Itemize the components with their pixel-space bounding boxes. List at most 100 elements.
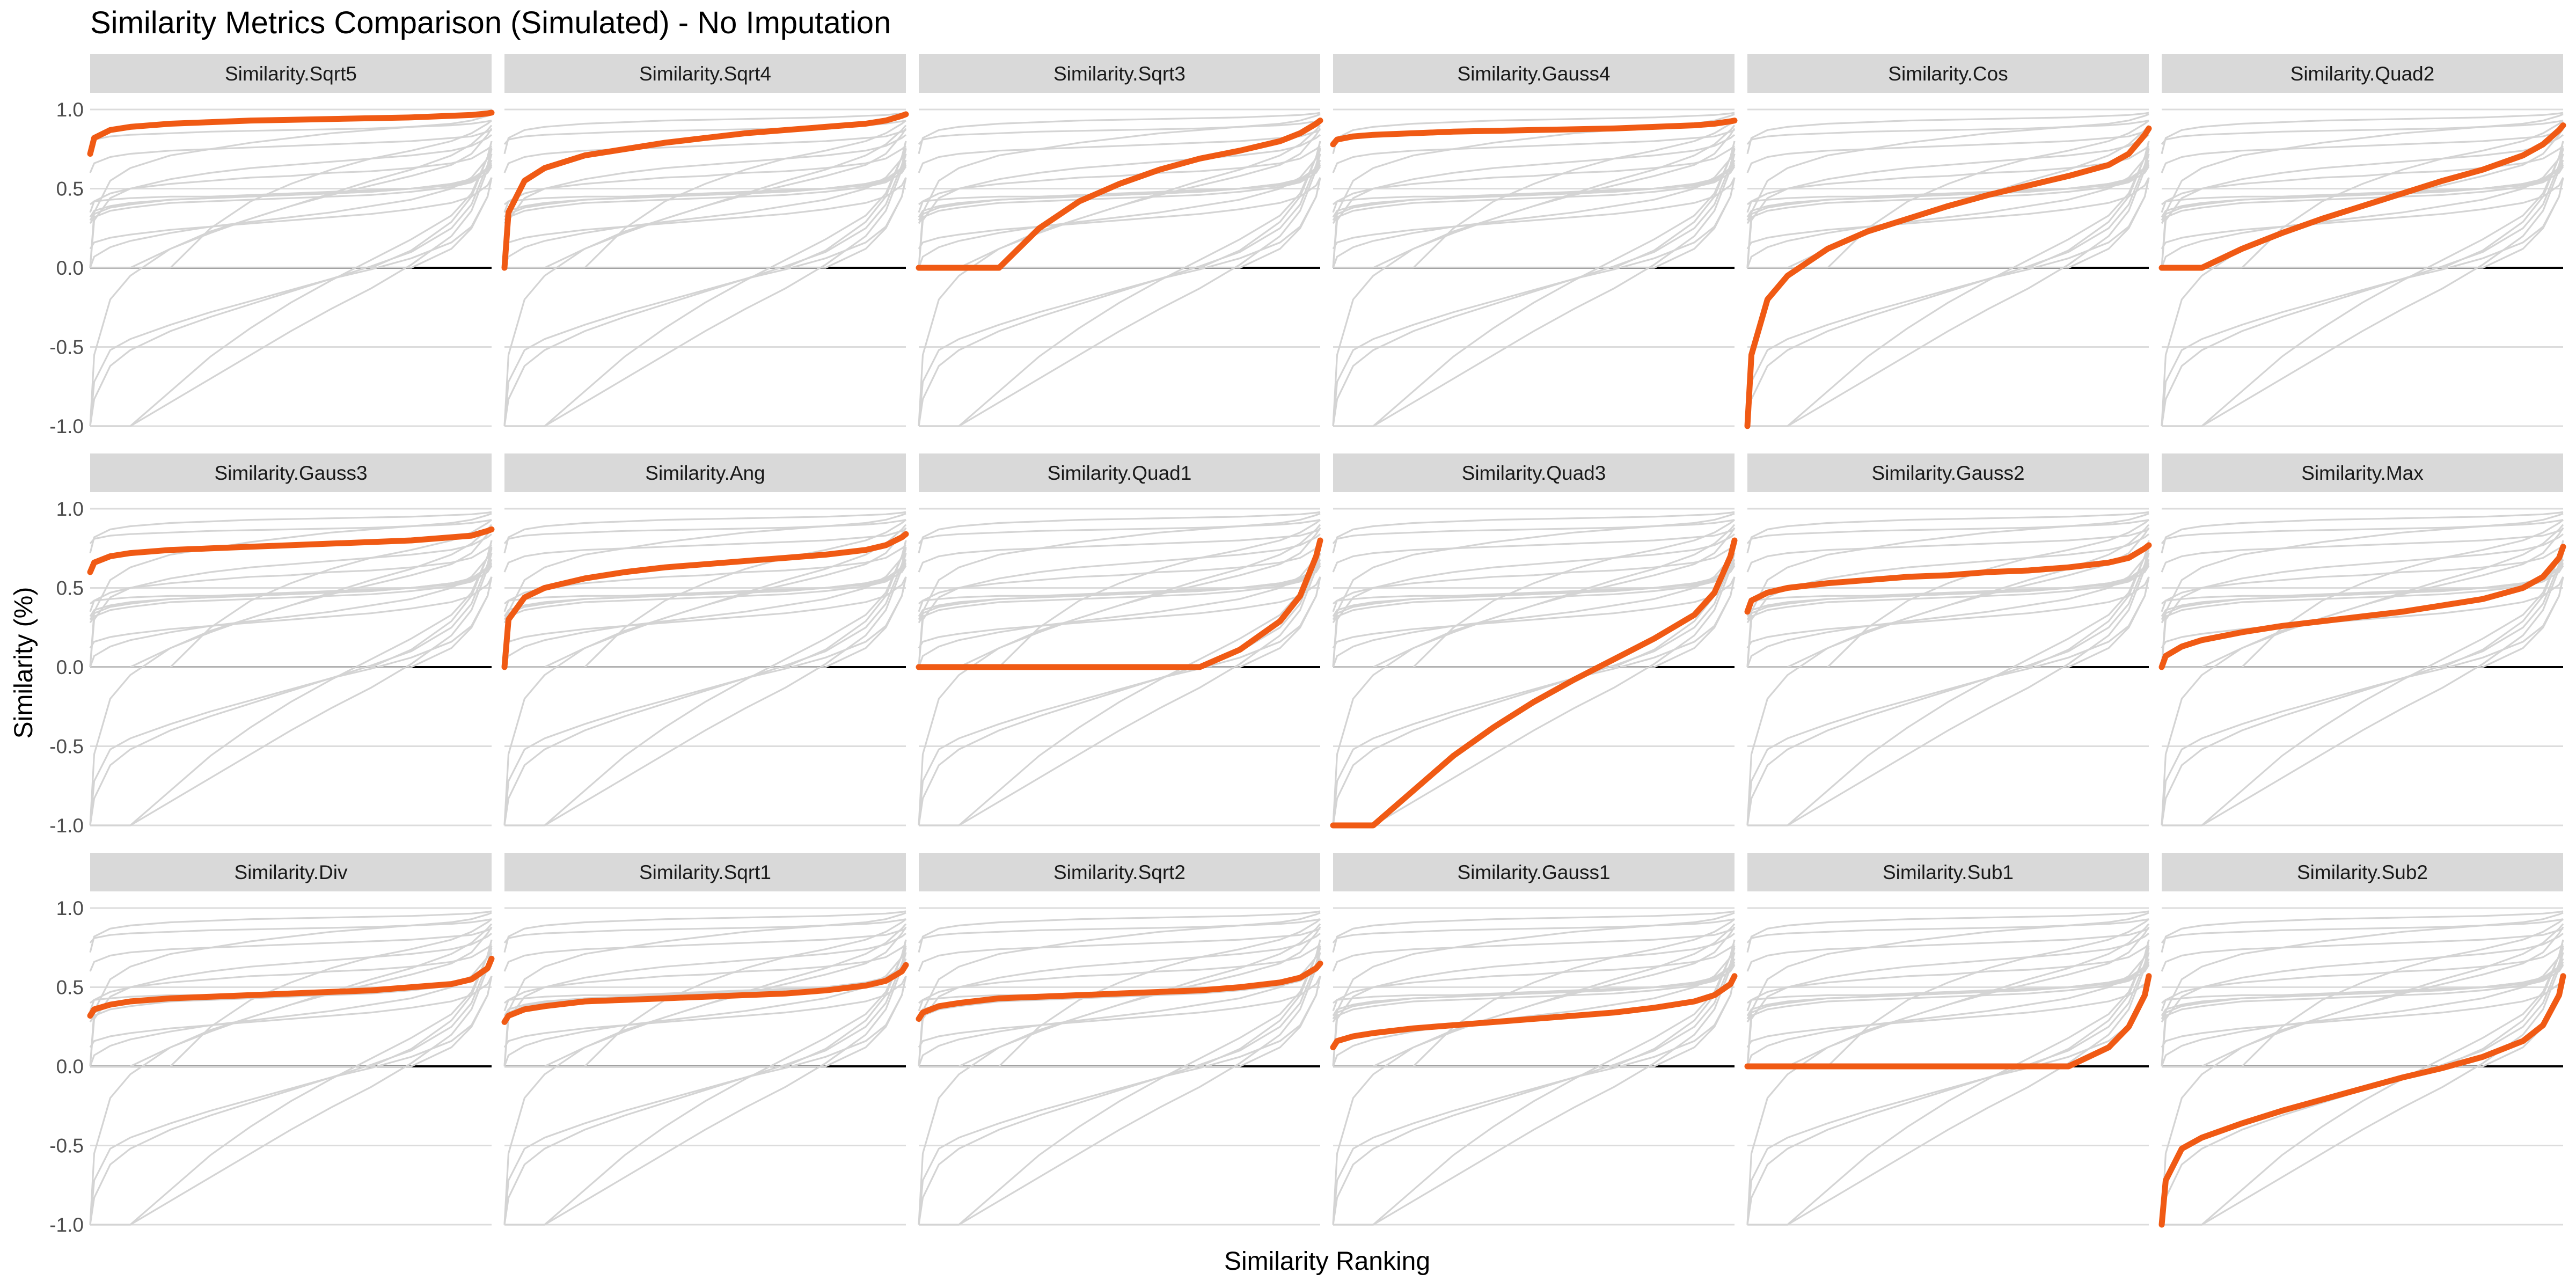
background-series-line	[503, 129, 906, 173]
background-series-line	[2162, 153, 2564, 427]
background-series-line	[918, 528, 1321, 573]
background-series-line	[1746, 120, 2149, 145]
background-series-line	[2161, 513, 2564, 668]
background-series-line	[1333, 576, 1736, 668]
background-series-line	[89, 128, 493, 427]
background-series-line	[504, 576, 907, 668]
facet-strip-label: Similarity.Cos	[1888, 63, 2008, 85]
background-series-line	[1332, 533, 1735, 668]
highlight-series-line	[916, 537, 1323, 670]
background-series-line	[89, 177, 493, 427]
facet-strip	[1747, 453, 2149, 492]
background-series-line	[89, 129, 492, 173]
highlight-series-line	[501, 111, 909, 271]
background-series-line	[1332, 947, 1736, 1225]
background-series-line	[918, 932, 1321, 1067]
background-series-line	[503, 134, 906, 268]
background-series-line	[503, 576, 907, 826]
background-series-line	[504, 153, 907, 427]
facet-strip	[90, 453, 492, 492]
background-series-line	[1746, 533, 2149, 668]
facet-strip	[2162, 453, 2563, 492]
background-series-line	[918, 113, 1321, 268]
background-series-line	[503, 565, 907, 624]
highlight-series-line	[2158, 544, 2566, 670]
background-series-line	[1746, 926, 2150, 1225]
background-series-line	[1746, 129, 2149, 173]
background-series-line	[1746, 565, 2150, 624]
background-series-line	[89, 976, 493, 1225]
facet-panel: Similarity.Ang	[501, 453, 909, 826]
background-series-line	[504, 952, 907, 1226]
background-series-line	[1332, 565, 1736, 624]
background-series-line	[2161, 519, 2564, 544]
y-tick-label: 0.5	[56, 977, 84, 999]
y-tick-label: 1.0	[56, 897, 84, 919]
background-series-line	[2161, 528, 2564, 573]
background-series-line	[918, 120, 1321, 145]
background-series-line	[1746, 576, 2150, 649]
background-series-line	[1746, 112, 2149, 154]
background-series-line	[918, 128, 1321, 427]
facet-strip-label: Similarity.Max	[2301, 462, 2424, 484]
background-series-line	[503, 177, 907, 427]
highlight-series-line	[87, 109, 495, 157]
background-series-line	[1746, 149, 2150, 427]
background-series-line	[1332, 527, 1736, 826]
background-series-line	[2161, 166, 2564, 224]
facet-strip	[90, 853, 492, 891]
background-series-line	[89, 912, 492, 1067]
background-series-line	[89, 565, 493, 624]
background-series-line	[918, 565, 1321, 624]
facet-panel: Similarity.Sqrt5 1.0 0.5 0.0 -0.5 -1.0	[49, 54, 495, 437]
background-series-line	[2162, 576, 2564, 668]
facet-panel: Similarity.Gauss4	[1330, 54, 1738, 427]
background-series-line	[1333, 177, 1736, 269]
background-series-line	[2161, 926, 2564, 1225]
background-series-line	[90, 163, 493, 206]
background-series-line	[1332, 513, 1735, 668]
facet-strip-label: Similarity.Sqrt2	[1053, 861, 1185, 883]
background-series-line	[1746, 519, 2149, 544]
background-series-line	[918, 511, 1321, 553]
facet-strip-label: Similarity.Ang	[645, 462, 765, 484]
background-series-line	[1332, 528, 1735, 573]
y-tick-label: -0.5	[49, 736, 84, 758]
background-series-line	[2161, 976, 2564, 1048]
background-series-line	[1332, 576, 1736, 826]
facet-panel: Similarity.Quad2	[2158, 54, 2566, 427]
facet-strip	[919, 453, 1320, 492]
background-series-line	[1747, 976, 2150, 1067]
facet-strip	[1333, 853, 1735, 891]
facet-strip-label: Similarity.Quad1	[1048, 462, 1192, 484]
highlight-series-line	[1744, 542, 2152, 615]
background-series-line	[2161, 576, 2564, 826]
background-series-line	[918, 149, 1321, 427]
background-series-line	[1332, 519, 1735, 544]
facet-strip-label: Similarity.Div	[234, 861, 348, 883]
background-series-line	[1332, 145, 1735, 213]
background-series-line	[1746, 576, 2150, 826]
background-series-line	[503, 527, 907, 826]
background-series-line	[1332, 912, 1735, 1067]
background-series-line	[504, 177, 907, 269]
background-series-line	[1747, 961, 2150, 1004]
facet-strip-label: Similarity.Sqrt5	[225, 63, 357, 85]
background-series-line	[1332, 134, 1735, 268]
background-series-line	[918, 912, 1321, 1067]
background-series-line	[918, 533, 1321, 668]
facet-strip-label: Similarity.Gauss3	[214, 462, 367, 484]
background-series-line	[2161, 943, 2564, 1012]
background-series-line	[503, 976, 907, 1048]
facet-strip	[2162, 54, 2563, 93]
y-axis-title: Similarity (%)	[10, 587, 38, 739]
facet-strip-label: Similarity.Sub2	[2297, 861, 2428, 883]
background-series-line	[503, 943, 906, 1012]
background-series-line	[1747, 163, 2150, 206]
highlight-series-line	[916, 118, 1323, 271]
background-series-line	[503, 932, 906, 1067]
facet-panel: Similarity.Cos	[1744, 54, 2152, 429]
facet-strip	[90, 54, 492, 93]
background-series-line	[2161, 964, 2564, 1023]
background-series-line	[89, 113, 492, 268]
